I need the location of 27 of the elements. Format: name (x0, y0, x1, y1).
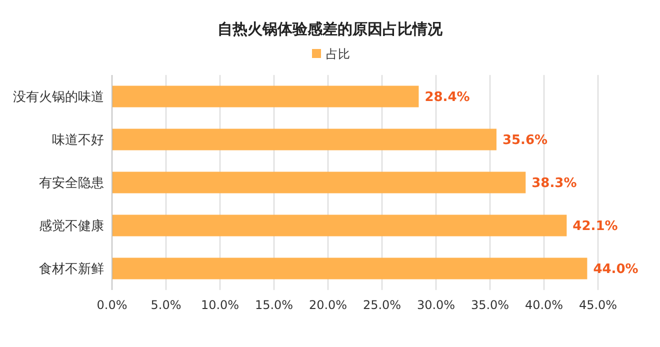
y-tick-label: 感觉不健康 (39, 219, 104, 234)
bar (112, 258, 588, 280)
data-label: 38.3% (532, 176, 577, 191)
x-tick-label: 30.0% (416, 298, 456, 312)
data-label: 28.4% (424, 90, 470, 105)
x-tick-label: 10.0% (200, 298, 240, 312)
x-tick-label: 45.0% (578, 298, 618, 312)
bar (112, 214, 567, 236)
y-tick-label: 有安全隐患 (39, 175, 104, 191)
chart-title: 自热火锅体验感差的原因占比情况 (218, 20, 444, 38)
data-label: 44.0% (593, 262, 638, 277)
bar (112, 128, 496, 150)
x-tick-label: 15.0% (254, 298, 294, 312)
y-tick-label: 味道不好 (52, 133, 104, 148)
data-label: 35.6% (502, 133, 548, 148)
x-tick-label: 40.0% (524, 298, 564, 312)
x-tick-label: 35.0% (470, 298, 510, 312)
y-tick-label: 没有火锅的味道 (13, 90, 104, 105)
x-tick-label: 20.0% (308, 298, 348, 312)
x-tick-label: 0.0% (96, 298, 128, 312)
legend-label: 占比 (326, 47, 350, 61)
y-tick-label: 食材不新鲜 (39, 262, 104, 277)
x-tick-label: 25.0% (362, 298, 402, 312)
bar (112, 172, 526, 194)
data-label: 42.1% (572, 219, 618, 234)
bar (112, 86, 419, 108)
x-tick-label: 5.0% (150, 298, 182, 312)
